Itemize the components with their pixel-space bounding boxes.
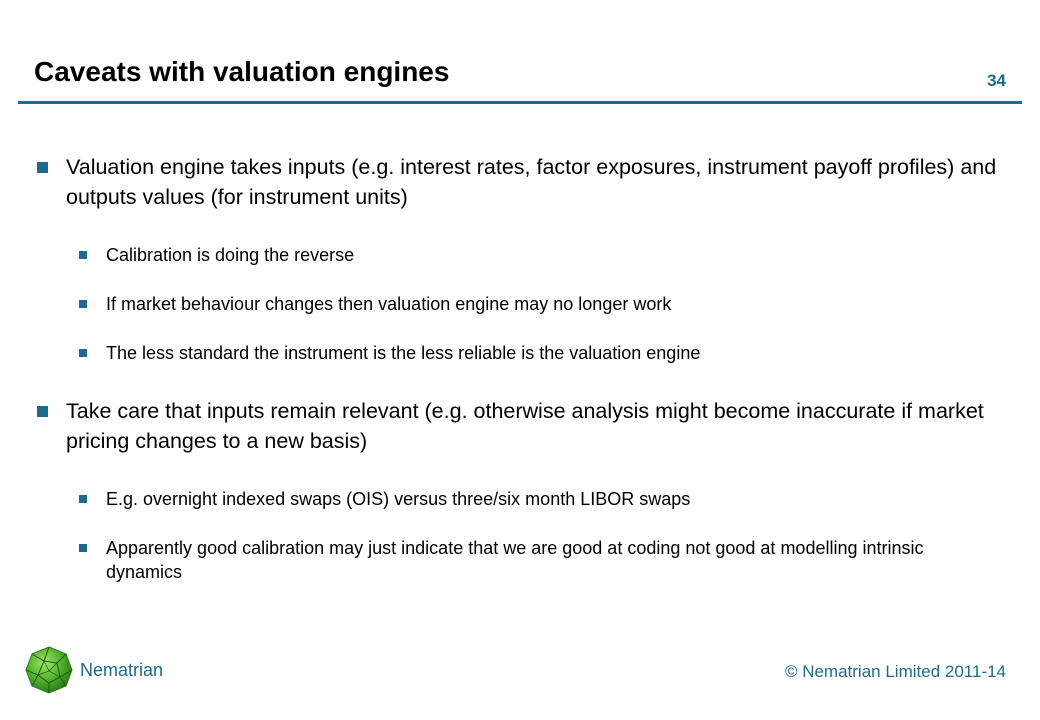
sub-bullet-text: If market behaviour changes then valuati…	[106, 294, 672, 314]
sub-bullet-item: Apparently good calibration may just ind…	[79, 536, 996, 584]
square-bullet-icon	[79, 300, 87, 308]
copyright-notice: © Nematrian Limited 2011-14	[784, 662, 1006, 681]
bullet-text: Take care that inputs remain relevant (e…	[66, 399, 984, 453]
sub-bullet-text: E.g. overnight indexed swaps (OIS) versu…	[106, 489, 691, 509]
sub-bullet-text: Calibration is doing the reverse	[106, 245, 355, 265]
title-divider	[18, 101, 1022, 104]
sub-bullet-text: The less standard the instrument is the …	[106, 343, 701, 363]
sub-bullet-item: If market behaviour changes then valuati…	[79, 292, 996, 316]
green-polyhedron-icon	[25, 646, 73, 694]
sub-bullet-item: The less standard the instrument is the …	[79, 341, 996, 365]
square-bullet-icon	[79, 544, 87, 552]
sub-bullet-text: Apparently good calibration may just ind…	[106, 538, 924, 582]
sub-bullet-item: E.g. overnight indexed swaps (OIS) versu…	[79, 487, 996, 511]
square-bullet-icon	[79, 349, 87, 357]
square-bullet-icon	[79, 251, 87, 259]
square-bullet-icon	[37, 162, 48, 173]
page-number: 34	[987, 71, 1006, 90]
brand-name: Nematrian	[80, 660, 164, 680]
square-bullet-icon	[37, 406, 48, 417]
slide-title: Caveats with valuation engines	[34, 56, 450, 87]
bullet-item: Valuation engine takes inputs (e.g. inte…	[37, 152, 1006, 212]
bullet-text: Valuation engine takes inputs (e.g. inte…	[66, 155, 997, 209]
square-bullet-icon	[79, 495, 87, 503]
bullet-item: Take care that inputs remain relevant (e…	[37, 396, 1006, 456]
sub-bullet-item: Calibration is doing the reverse	[79, 243, 996, 267]
